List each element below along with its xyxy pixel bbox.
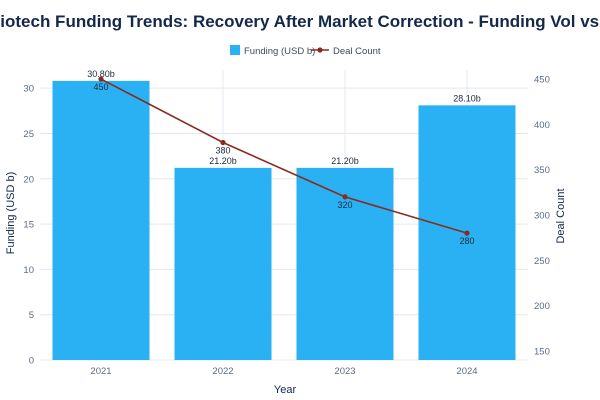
line-value-label: 380 [215, 146, 230, 156]
line-value-label: 280 [459, 236, 474, 246]
bar-value-label: 21.20b [331, 156, 359, 166]
x-axis-title: Year [274, 384, 297, 396]
point-deal-count-2023 [342, 194, 348, 200]
line-deal-count [100, 78, 468, 234]
y-axis-right-tick-label: 200 [534, 301, 550, 312]
y-axis-left-tick-label: 10 [23, 265, 34, 276]
x-axis-tick-label: 2021 [90, 366, 111, 377]
y-axis-left-tick-label: 25 [23, 129, 34, 140]
data-labels: 30.80b 21.20b 21.20b 28.10b 450 380 320 280 [87, 69, 481, 246]
y-axis-left-title: Funding (USD b) [5, 172, 17, 255]
chart-title: Biotech Funding Trends: Recovery After M… [0, 12, 600, 31]
bar-value-label: 21.20b [209, 156, 237, 166]
y-axis-left-tick-label: 0 [29, 356, 34, 367]
bar-value-label: 30.80b [87, 69, 115, 79]
y-axis-right-tick-label: 250 [534, 256, 550, 267]
axes: 0 5 10 15 20 25 30 150 200 250 300 350 400 450 2021 202… [23, 75, 549, 377]
point-deal-count-2022 [220, 139, 226, 146]
legend-swatch-funding [230, 45, 240, 55]
y-axis-right-tick-label: 150 [534, 346, 550, 357]
bar-funding-2021 [52, 80, 150, 360]
bar-series [52, 80, 516, 360]
y-axis-left-tick-label: 30 [23, 84, 34, 95]
point-deal-count-2024 [464, 230, 470, 236]
legend-label-deal-count: Deal Count [333, 46, 381, 57]
y-axis-left-tick-label: 20 [23, 174, 34, 185]
legend-label-funding: Funding (USD b) [244, 46, 315, 57]
y-axis-right-tick-label: 300 [534, 211, 550, 222]
line-series [98, 76, 470, 236]
y-axis-right-tick-label: 350 [534, 165, 550, 176]
x-axis-tick-label: 2023 [334, 366, 355, 377]
line-value-label: 450 [93, 82, 108, 92]
x-axis-tick-label: 2024 [456, 366, 477, 377]
y-axis-left-tick-label: 5 [29, 310, 34, 321]
legend-marker-deal-count [317, 47, 323, 53]
legend: Funding (USD b) Deal Count [230, 45, 381, 57]
point-deal-count-2021 [98, 76, 104, 82]
bar-funding-2023 [296, 167, 394, 360]
y-axis-right-tick-label: 400 [534, 120, 550, 131]
y-axis-right-tick-label: 450 [534, 75, 550, 86]
line-value-label: 320 [337, 200, 352, 210]
bar-funding-2022 [174, 167, 272, 360]
y-axis-left-tick-label: 15 [23, 220, 34, 231]
x-axis-tick-label: 2022 [212, 366, 233, 377]
y-axis-right-title: Deal Count [555, 188, 567, 243]
bar-value-label: 28.10b [453, 93, 481, 103]
